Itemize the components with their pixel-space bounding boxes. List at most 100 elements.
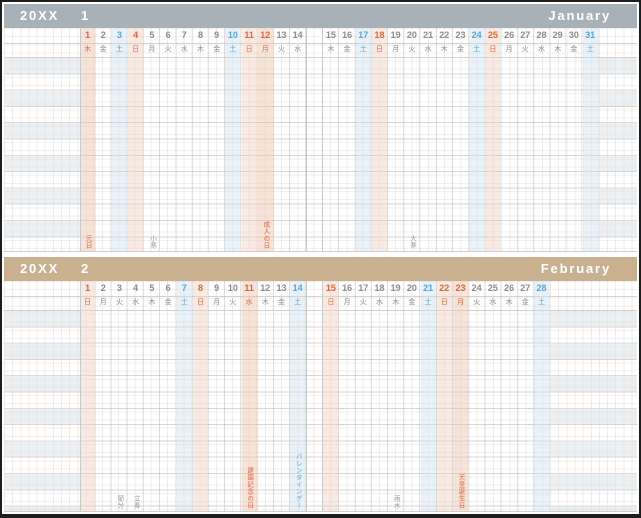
day-number: 8 xyxy=(197,30,203,40)
weekday-kanji: 土 xyxy=(180,299,188,306)
day-column: 26 月 xyxy=(502,28,518,251)
month-grid: 1 木元日 2 金 3 土 4 日 5 月小寒 6 火 7 水 8 木 9 金 10 土 11 日 12 月成人の日 13 火 14… xyxy=(4,28,637,252)
weekend-holiday-tint xyxy=(241,281,257,511)
day-number: 7 xyxy=(181,283,187,293)
day-number: 19 xyxy=(390,283,401,293)
day-column: 21 水 xyxy=(421,28,437,251)
weekday-kanji: 金 xyxy=(164,299,172,306)
day-number: 2 xyxy=(100,30,106,40)
day-number: 20 xyxy=(406,283,417,293)
weekday-kanji: 火 xyxy=(473,299,481,306)
mid-month-gap-column xyxy=(306,281,324,511)
weekday-kanji: 木 xyxy=(440,46,448,53)
weekday-kanji: 日 xyxy=(375,46,383,53)
weekday-kanji: 日 xyxy=(196,299,204,306)
day-column: 5 月小寒 xyxy=(144,28,161,251)
weekday-kanji: 木 xyxy=(554,46,562,53)
day-column: 16 金 xyxy=(340,28,356,251)
weekday-kanji: 土 xyxy=(537,299,545,306)
weekday-kanji: 水 xyxy=(537,46,545,53)
day-number: 26 xyxy=(504,283,515,293)
month-number: 2 xyxy=(81,261,91,276)
weekday-kanji: 水 xyxy=(245,299,253,306)
weekend-holiday-tint xyxy=(257,28,273,251)
weekend-holiday-tint xyxy=(452,281,469,511)
body-rule-lines xyxy=(4,57,637,251)
weekend-holiday-tint xyxy=(290,281,306,511)
day-column: 22 日 xyxy=(436,281,453,511)
weekday-kanji: 木 xyxy=(148,299,156,306)
day-column: 14 水 xyxy=(290,28,307,251)
day-number: 1 xyxy=(85,30,91,40)
solar-term-note: 雨水 xyxy=(392,495,400,509)
month-header: 20XX 1 January xyxy=(4,4,637,28)
day-column: 10 土 xyxy=(225,28,242,251)
right-margin-stripes xyxy=(598,57,637,251)
day-number: 13 xyxy=(276,283,287,293)
holiday-note: 建国記念の日 xyxy=(245,467,253,509)
weekday-kanji: 木 xyxy=(261,299,269,306)
day-number: 20 xyxy=(406,30,417,40)
weekend-holiday-tint xyxy=(485,28,501,251)
weekday-kanji: 日 xyxy=(440,299,448,306)
day-column: 24 火 xyxy=(469,281,486,511)
day-number: 13 xyxy=(276,30,287,40)
day-column: 18 水 xyxy=(372,281,389,511)
day-number: 22 xyxy=(439,283,450,293)
day-column: 24 土 xyxy=(469,28,486,251)
year-label: 20XX xyxy=(20,261,60,276)
weekday-kanji: 水 xyxy=(294,46,302,53)
day-column: 20 金 xyxy=(404,281,421,511)
weekend-holiday-tint xyxy=(436,281,452,511)
weekday-kanji: 金 xyxy=(213,46,221,53)
holiday-note: 天皇誕生日 xyxy=(457,474,465,509)
month-name: January xyxy=(548,8,611,23)
day-number: 15 xyxy=(325,30,336,40)
day-column: 28 水 xyxy=(534,28,551,251)
day-number: 28 xyxy=(536,30,547,40)
day-column: 10 火 xyxy=(225,281,242,511)
weekend-holiday-tint xyxy=(469,28,485,251)
day-column: 15 日 xyxy=(323,281,340,511)
day-number: 15 xyxy=(325,283,336,293)
weekday-kanji: 日 xyxy=(132,46,140,53)
day-number: 8 xyxy=(197,283,203,293)
weekday-kanji: 土 xyxy=(294,299,302,306)
day-number: 9 xyxy=(214,283,220,293)
weekend-holiday-tint xyxy=(176,281,192,511)
weekday-kanji: 月 xyxy=(505,46,513,53)
day-number: 7 xyxy=(181,30,187,40)
day-column: 26 木 xyxy=(502,281,518,511)
day-number: 11 xyxy=(244,283,254,293)
weekday-kanji: 木 xyxy=(84,46,92,53)
weekday-kanji: 土 xyxy=(115,46,123,53)
weekday-kanji: 火 xyxy=(164,46,172,53)
weekday-kanji: 日 xyxy=(327,299,335,306)
weekday-kanji: 金 xyxy=(408,299,416,306)
day-column: 19 木雨水 xyxy=(388,281,405,511)
day-number: 24 xyxy=(471,30,482,40)
solar-term-note: 小寒 xyxy=(148,235,156,249)
day-number: 26 xyxy=(504,30,515,40)
day-column: 18 日 xyxy=(371,28,389,251)
day-number: 14 xyxy=(292,283,303,293)
weekday-kanji: 金 xyxy=(521,299,529,306)
day-number: 29 xyxy=(552,30,563,40)
day-number: 21 xyxy=(423,30,434,40)
day-number: 16 xyxy=(342,283,353,293)
month-header: 20XX 2 February xyxy=(4,257,637,281)
day-number: 23 xyxy=(455,30,466,40)
day-number: 11 xyxy=(244,30,254,40)
weekday-kanji: 水 xyxy=(180,46,188,53)
day-number-row-separator xyxy=(4,295,637,297)
weekday-kanji: 水 xyxy=(489,299,497,306)
weekend-holiday-tint xyxy=(80,28,95,251)
